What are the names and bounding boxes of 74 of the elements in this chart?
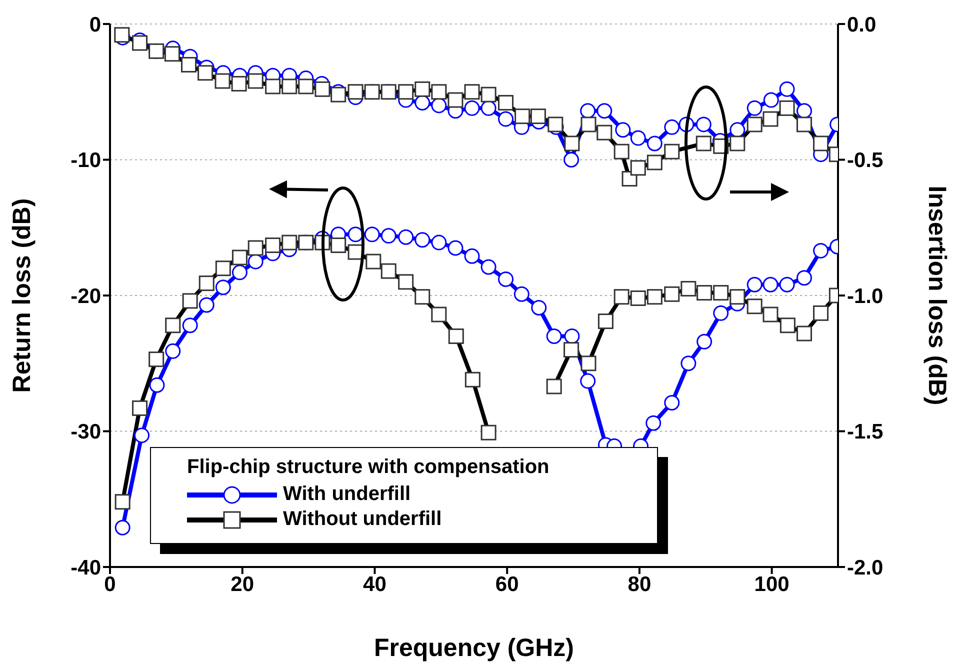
y-tick-label: 0	[89, 13, 101, 36]
point	[713, 305, 729, 321]
point	[646, 415, 662, 431]
point	[630, 130, 646, 146]
point	[531, 300, 547, 316]
point	[746, 100, 762, 116]
point	[762, 276, 778, 292]
point	[448, 240, 464, 256]
point	[134, 428, 150, 444]
legend-title: Flip-chip structure with compensation	[187, 456, 550, 479]
y-axis-title: Return loss (dB)	[8, 198, 36, 393]
point	[796, 270, 812, 286]
point	[580, 373, 596, 389]
point	[480, 259, 496, 275]
legend-label: With underfill	[283, 483, 411, 506]
point	[464, 248, 480, 264]
point	[114, 520, 130, 536]
y-tick-label: -40	[70, 556, 101, 580]
point	[615, 122, 631, 138]
x-tick-label: 60	[495, 572, 519, 596]
point	[431, 234, 447, 250]
point	[596, 103, 612, 119]
point	[779, 276, 795, 292]
y2-tick-label: -1.5	[847, 420, 884, 444]
x-tick-label: 80	[628, 572, 652, 596]
point	[248, 254, 264, 270]
point	[498, 271, 514, 287]
x-tick-label: 40	[363, 572, 386, 596]
point	[380, 228, 396, 244]
y2-tick-label: 0.0	[847, 13, 876, 36]
point	[696, 116, 712, 132]
x-axis-title: Frequency (GHz)	[374, 634, 574, 662]
point	[564, 328, 580, 344]
point	[398, 229, 414, 245]
point	[730, 122, 746, 138]
point	[364, 226, 380, 242]
point	[763, 92, 779, 108]
point	[646, 136, 662, 152]
point	[779, 81, 795, 97]
point	[546, 328, 562, 344]
legend-label: Without underfill	[283, 508, 442, 531]
point	[498, 111, 514, 127]
point	[796, 103, 812, 119]
point	[696, 334, 712, 350]
point	[232, 264, 248, 280]
point	[215, 280, 231, 296]
y2-tick-label: -0.5	[847, 149, 884, 172]
point	[198, 297, 214, 313]
point	[182, 318, 198, 334]
point	[348, 226, 364, 242]
point	[514, 286, 530, 302]
point	[165, 343, 181, 359]
point	[564, 152, 580, 168]
point	[149, 377, 165, 393]
point	[464, 100, 480, 116]
y-tick-label: -30	[70, 420, 101, 444]
point	[480, 100, 496, 116]
point	[813, 242, 829, 258]
point	[414, 232, 430, 248]
point	[580, 103, 596, 119]
point	[664, 394, 680, 410]
x-tick-label: 0	[104, 572, 116, 596]
point	[664, 119, 680, 135]
x-tick-label: 100	[754, 572, 790, 596]
y2-tick-label: -2.0	[847, 556, 884, 580]
y2-axis-title: Insertion loss (dB)	[923, 186, 951, 406]
x-tick-label: 20	[230, 572, 254, 596]
y-tick-label: -10	[70, 149, 101, 172]
y-tick-label: -20	[70, 284, 101, 308]
point	[746, 276, 762, 292]
point	[414, 94, 430, 110]
y2-tick-label: -1.0	[847, 284, 884, 308]
point	[680, 356, 696, 372]
point	[431, 98, 447, 114]
